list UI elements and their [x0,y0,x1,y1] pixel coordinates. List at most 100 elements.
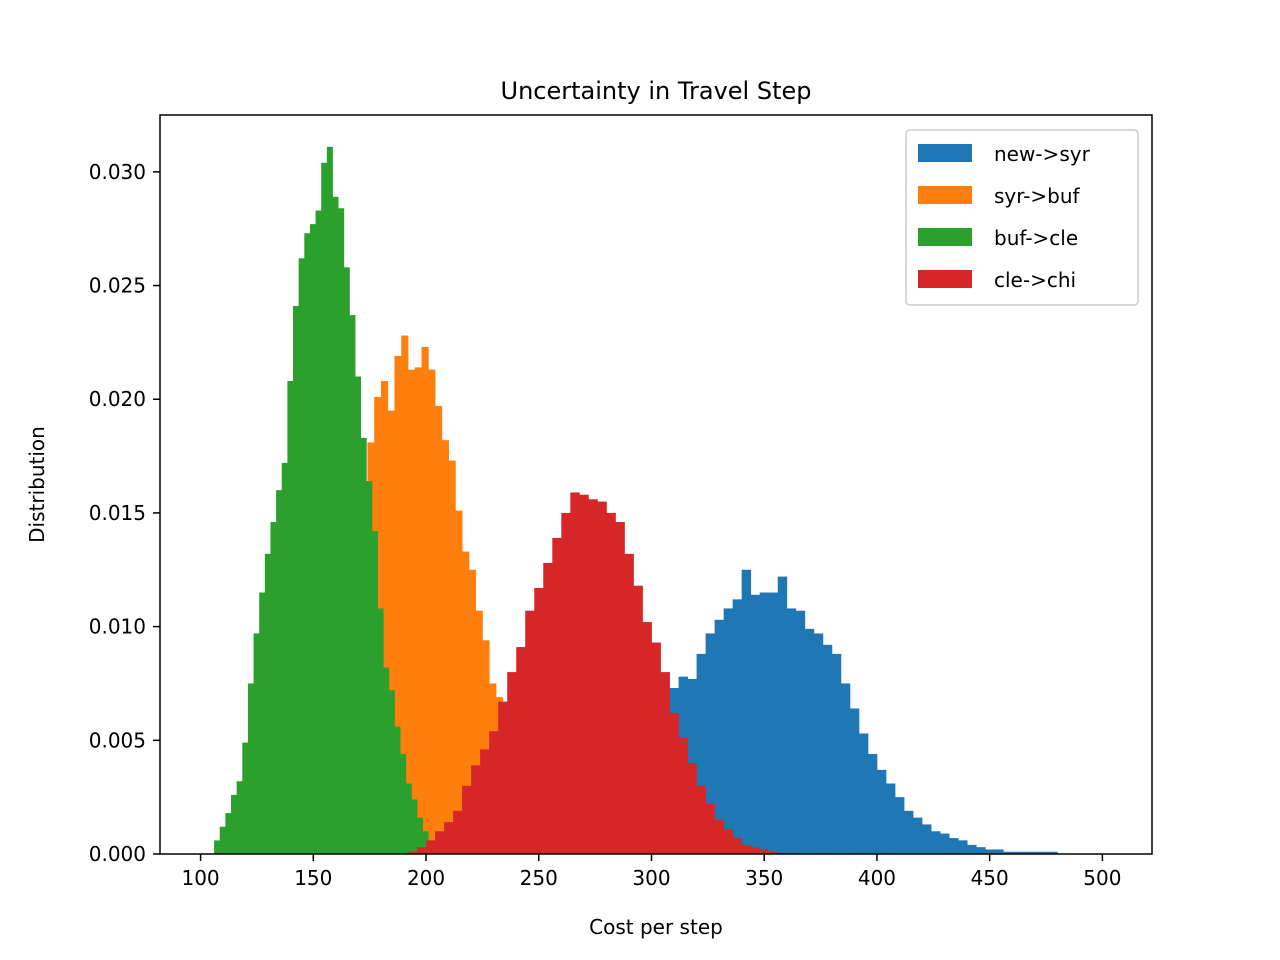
histogram-bar [264,553,271,854]
histogram-bar [489,731,499,854]
histogram-bar [940,833,950,854]
histogram-bar [366,481,373,854]
histogram-bar [417,817,424,854]
histogram-bar [338,208,345,855]
histogram-bar [377,608,384,854]
legend-label: new->syr [994,142,1091,166]
histogram-bar [326,146,333,854]
histogram-bar [309,224,316,854]
histogram-bar [387,410,395,854]
histogram-bar [858,733,869,854]
x-tick-label: 300 [632,866,670,890]
histogram-bar [414,367,422,854]
histogram-bar [371,531,378,854]
histogram-bar [777,576,788,854]
histogram-bar [380,381,389,854]
histogram-bar [253,633,260,854]
histogram-bar [804,628,815,854]
histogram-bar [355,376,362,854]
histogram-bar [976,847,986,854]
histogram-bar [660,672,670,854]
histogram-bar [236,781,243,854]
legend-label: syr->buf [994,184,1081,208]
x-tick-label: 450 [971,866,1009,890]
histogram-bar [597,501,607,854]
histogram-bar [343,267,350,855]
histogram-bar [750,594,761,854]
histogram-bar [696,653,706,854]
histogram-bar [287,381,294,854]
histogram-bar [298,258,305,854]
legend-label: cle->chi [994,268,1076,292]
histogram-bar [958,840,968,854]
histogram-bar [1030,851,1040,854]
histogram-bar [498,701,508,854]
histogram-bar [276,490,283,854]
histogram-bar [247,683,254,854]
histogram-bar [696,785,706,854]
histogram-bar [304,233,311,855]
y-axis: 0.000 0.005 0.010 0.015 0.020 0.025 0.030 [89,160,160,866]
histogram-bar [1048,851,1058,854]
histogram-bar [411,799,418,854]
histogram-bar [543,562,553,854]
histogram-bar [480,749,490,854]
histogram-bar [714,619,725,854]
legend-box [905,129,1139,306]
histogram-bar [441,440,449,854]
histogram-bar [453,810,463,854]
histogram-bar [678,738,688,854]
histogram-bar [885,783,896,854]
legend-swatch [918,270,972,288]
legend-swatch [918,186,972,204]
histogram-bar [525,610,535,854]
histogram-bar [849,708,860,854]
histogram-bar [732,599,743,854]
histogram-bar [723,828,734,854]
histogram-bar [615,522,625,854]
y-tick-label: 0.030 [89,160,146,184]
histogram-bar [383,667,390,854]
legend-swatch [918,228,972,246]
histogram-bar [435,406,443,854]
histogram-bar [1039,851,1049,854]
histogram-bar [813,633,824,854]
histogram-bar [606,512,616,854]
y-tick-label: 0.025 [89,274,146,298]
chart-title: Uncertainty in Travel Step [501,77,812,105]
histogram-bar [349,315,356,855]
histogram-bar [741,844,752,854]
histogram-bar [994,849,1004,854]
histogram-bar [949,838,959,854]
histogram-bar [651,642,661,854]
y-tick-label: 0.020 [89,387,146,411]
histogram-bar [417,847,427,854]
x-tick-label: 400 [858,866,896,890]
legend: new->syr syr->buf buf->cle cle->chi [905,129,1139,306]
x-tick-label: 200 [407,866,445,890]
x-axis: 100 150 200 250 300 350 400 450 500 [181,854,1121,890]
series-buf-cle [214,146,440,855]
y-axis-label: Distribution [25,426,49,543]
y-tick-label: 0.000 [89,842,146,866]
histogram-bar [231,794,238,854]
histogram-bar [422,831,429,854]
histogram-bar [281,462,288,854]
y-tick-label: 0.010 [89,615,146,639]
histogram-bar [768,592,779,854]
histogram-bar [552,537,562,854]
histogram-bar [462,551,470,854]
histogram-bar [633,585,643,854]
histogram-bar [259,592,266,854]
histogram-bar [687,763,697,854]
histogram-bar [321,162,328,854]
histogram-bar [468,569,477,854]
histogram-bar [867,753,878,854]
histogram-bar [219,826,226,854]
histogram-bar [732,838,743,854]
histogram-bar [831,653,842,854]
histogram-bar [922,824,932,854]
histogram-bar [741,569,752,854]
histogram-bar [388,690,395,854]
histogram-bar [435,831,445,854]
